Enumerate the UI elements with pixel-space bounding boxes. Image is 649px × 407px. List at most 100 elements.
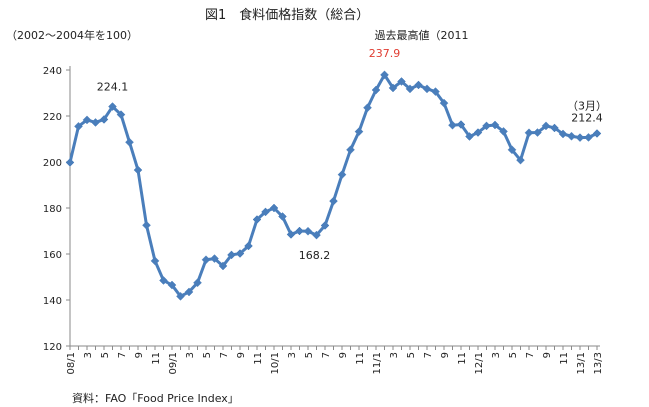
- data-point: [312, 230, 321, 240]
- data-label: （3月）: [567, 99, 607, 112]
- x-tick-label: 7: [423, 352, 434, 358]
- data-point: [210, 254, 219, 263]
- data-label: 212.4: [571, 111, 603, 124]
- x-tick-label: 5: [202, 352, 213, 358]
- x-tick-label: 13/3: [593, 352, 604, 374]
- x-tick-label: 09/1: [168, 352, 179, 374]
- data-point: [490, 120, 500, 130]
- data-point: [371, 85, 381, 95]
- data-point: [575, 133, 585, 142]
- data-point: [74, 121, 83, 131]
- data-point: [346, 145, 355, 155]
- x-tick-label: 3: [287, 352, 298, 358]
- data-point: [507, 145, 517, 155]
- series-markers: [65, 70, 602, 301]
- axes: [69, 66, 600, 347]
- data-point: [533, 128, 542, 137]
- data-point: [354, 127, 364, 136]
- data-point: [524, 128, 534, 138]
- data-point: [193, 278, 202, 288]
- data-point: [82, 115, 92, 125]
- x-tick-label: 7: [525, 352, 536, 358]
- data-point: [201, 255, 211, 265]
- data-point: [295, 226, 304, 236]
- x-tick-label: 9: [236, 352, 247, 358]
- data-point: [108, 102, 117, 111]
- x-tick-label: 7: [117, 352, 128, 358]
- data-point: [184, 287, 194, 297]
- y-axis: 120 140 160 180 200 220 240: [43, 66, 70, 353]
- data-point: [252, 215, 262, 224]
- x-tick-label: 5: [508, 352, 519, 358]
- data-point: [414, 80, 423, 90]
- x-tick-label: 13/1: [576, 352, 587, 374]
- y-tick-label: 220: [43, 112, 62, 123]
- y-tick-label: 240: [43, 66, 62, 77]
- x-tick-label: 11: [253, 352, 264, 365]
- x-tick-label: 12/1: [474, 352, 485, 374]
- series-line: [68, 73, 598, 298]
- x-tick-label: 10/1: [270, 352, 281, 374]
- data-point: [431, 87, 440, 96]
- data-point: [133, 165, 143, 175]
- data-point: [116, 110, 126, 119]
- data-point: [176, 291, 185, 301]
- data-point: [388, 83, 398, 93]
- data-point: [320, 221, 330, 230]
- data-point: [278, 212, 287, 221]
- data-point: [91, 118, 100, 127]
- data-point: [448, 120, 457, 130]
- data-point: [244, 241, 253, 251]
- data-point: [499, 127, 508, 136]
- x-tick-label: 5: [100, 352, 111, 358]
- x-tick-label: 9: [440, 352, 451, 358]
- data-point: [303, 226, 313, 236]
- y-tick-label: 200: [43, 158, 62, 169]
- data-point: [550, 123, 559, 133]
- data-label: 168.2: [299, 249, 331, 262]
- x-axis: 08/1 3 5 7 9 11 09/1 3 5 7 9 11 10/1 3 5 7 9 11 11/1 3 5 7 9 11…: [66, 346, 604, 374]
- x-tick-label: 5: [304, 352, 315, 358]
- x-tick-label: 11: [151, 352, 162, 365]
- y-tick-label: 140: [43, 296, 62, 307]
- x-tick-label: 3: [185, 352, 196, 358]
- data-point: [482, 121, 491, 131]
- data-point: [286, 230, 296, 239]
- x-tick-label: 7: [321, 352, 332, 358]
- x-tick-label: 08/1: [66, 352, 77, 374]
- x-tick-label: 11: [559, 352, 570, 365]
- y-tick-label: 180: [43, 204, 62, 215]
- data-point: [65, 158, 75, 167]
- data-point: [439, 98, 449, 108]
- data-point: [397, 77, 406, 86]
- data-point: [456, 120, 466, 129]
- data-point: [584, 133, 593, 142]
- x-tick-label: 3: [389, 352, 400, 358]
- data-point: [405, 84, 415, 94]
- annotations: 224.1 237.9 過去最高値（2011 168.2 （3月）212.4: [97, 28, 607, 262]
- data-point: [380, 70, 389, 80]
- y-tick-label: 160: [43, 250, 62, 261]
- x-tick-label: 9: [338, 352, 349, 358]
- data-point: [227, 250, 236, 260]
- data-point: [235, 249, 245, 258]
- data-point: [473, 128, 483, 137]
- source-note: 資料：FAO「Food Price Index」: [72, 391, 239, 405]
- data-point: [465, 132, 474, 141]
- data-label: 過去最高値（2011: [375, 28, 469, 42]
- data-point: [422, 84, 432, 94]
- data-point: [329, 196, 338, 206]
- data-point: [269, 203, 279, 213]
- data-point: [363, 103, 372, 113]
- data-point: [150, 256, 160, 266]
- data-point: [159, 276, 168, 285]
- x-tick-label: 3: [83, 352, 94, 358]
- data-point: [142, 220, 151, 230]
- data-point: [125, 137, 134, 147]
- x-tick-label: 9: [542, 352, 553, 358]
- data-point: [558, 129, 568, 139]
- series-line-path: [68, 73, 598, 298]
- data-point: [567, 131, 576, 141]
- x-tick-label: 11: [355, 352, 366, 365]
- x-tick-label: 5: [406, 352, 417, 358]
